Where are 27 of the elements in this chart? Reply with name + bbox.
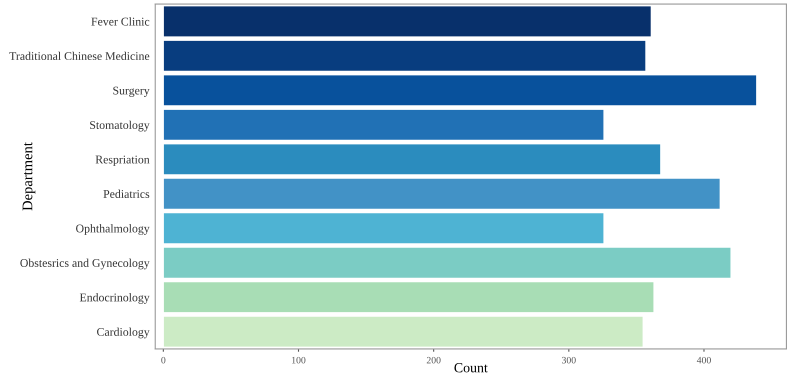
y-tick-label: Traditional Chinese Medicine	[9, 52, 150, 60]
y-tick-label: Obstesrics and Gynecology	[20, 258, 150, 270]
y-tick-label: Pediatrics	[103, 190, 150, 198]
bar	[162, 74, 758, 106]
y-tick-label: Fever Clinic	[91, 17, 150, 26]
x-tick-label: 0	[161, 356, 166, 364]
x-tick-label: 400	[696, 356, 711, 364]
y-tick-label: Cardiology	[97, 328, 150, 338]
y-tick-label: Stomatology	[90, 120, 150, 132]
bar	[162, 246, 732, 279]
bar	[162, 108, 605, 141]
bar	[162, 143, 662, 176]
bar	[162, 212, 605, 244]
x-tick-label: 300	[562, 356, 576, 364]
bar	[162, 281, 655, 314]
x-tick-label: 100	[292, 356, 306, 364]
y-tick-label: Respriation	[96, 156, 150, 166]
bar	[162, 178, 721, 210]
y-axis-title: Department	[22, 142, 36, 211]
y-tick-label: Surgery	[113, 86, 150, 97]
bar	[162, 316, 644, 348]
bar	[162, 5, 652, 38]
x-tick-label: 200	[426, 356, 441, 364]
y-tick-label: Endocrinology	[80, 293, 150, 304]
bar	[162, 40, 646, 72]
x-axis-title: Count	[454, 363, 488, 372]
y-tick-label: Ophthalmology	[76, 224, 150, 235]
